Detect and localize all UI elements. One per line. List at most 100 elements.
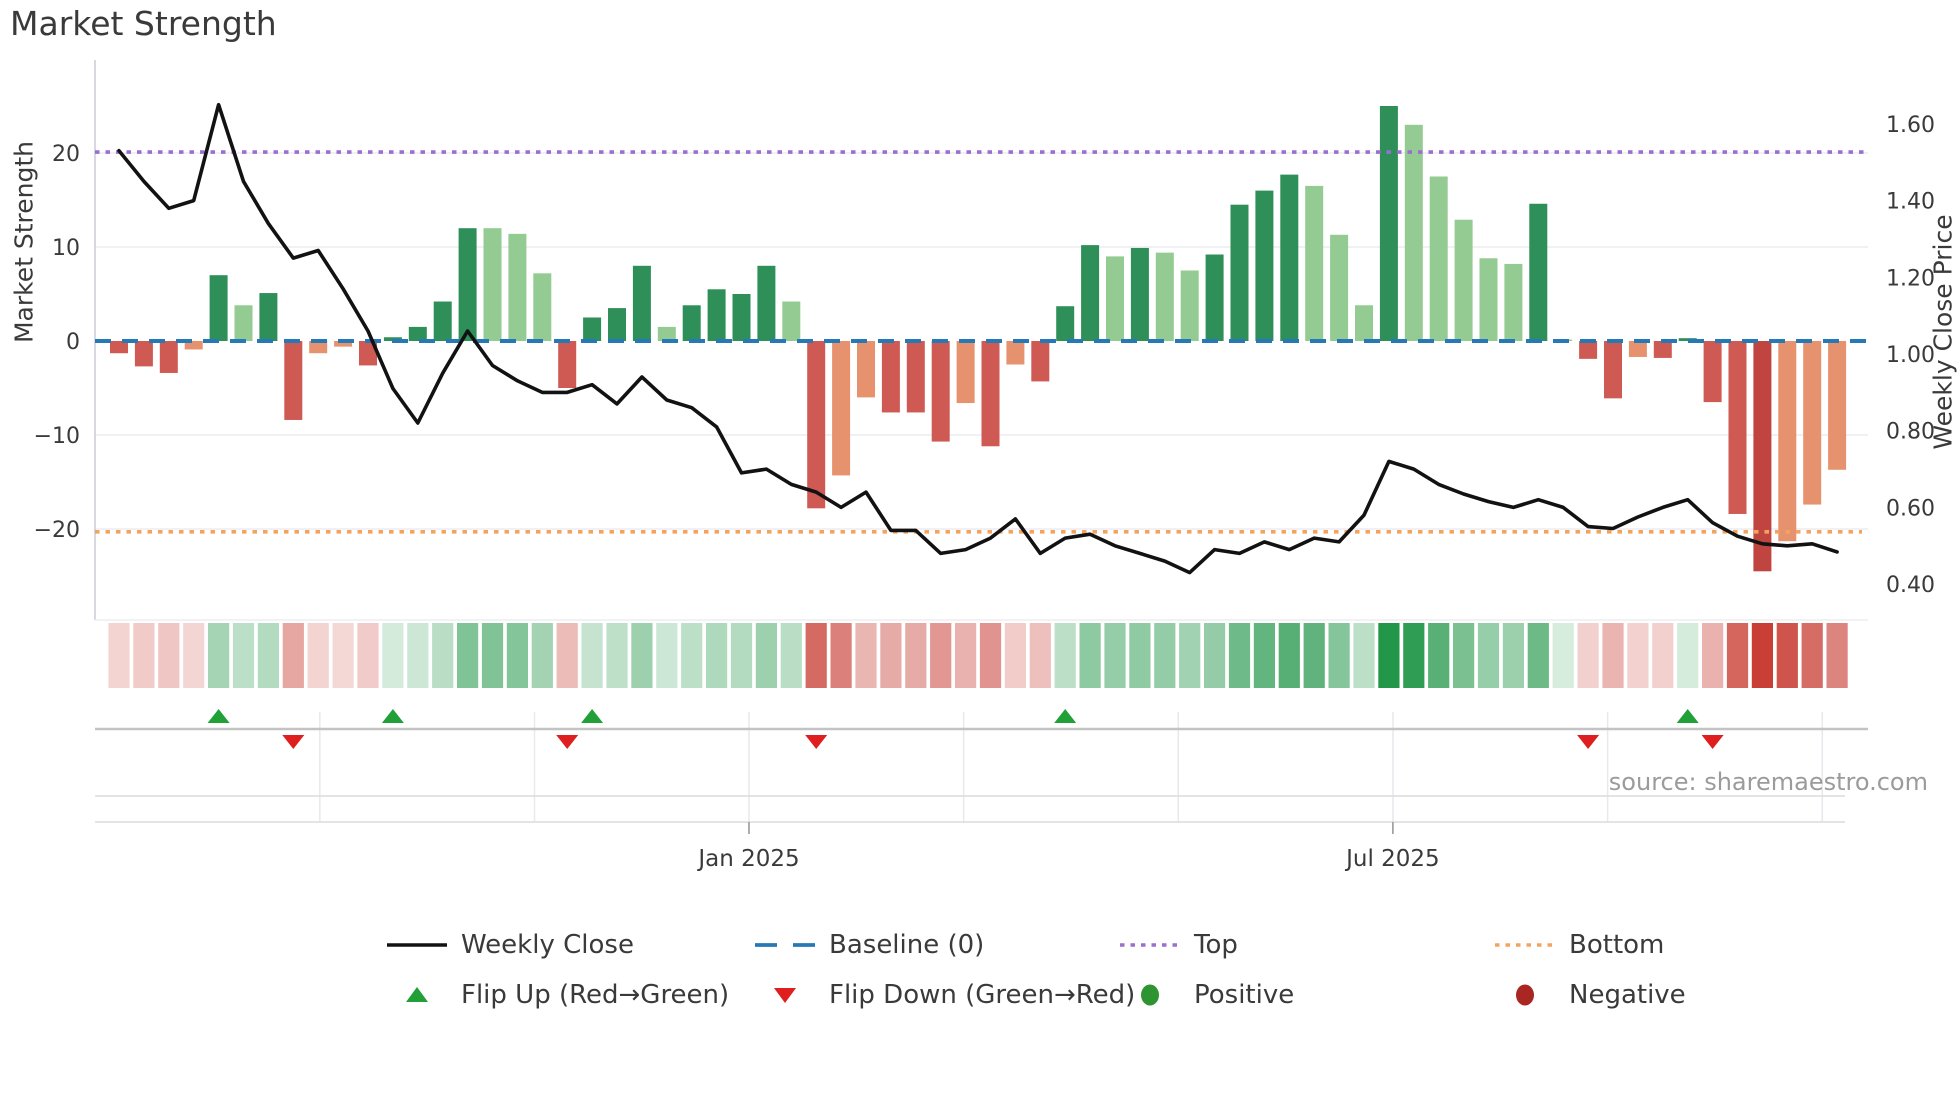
flip-down-marker	[1577, 735, 1600, 749]
right-axis-tick-label: 0.40	[1886, 573, 1935, 598]
weekly-close-line	[117, 102, 1839, 575]
strength-bar	[1081, 245, 1100, 341]
strength-bar	[1728, 341, 1747, 514]
heatmap-cell	[1677, 623, 1699, 688]
strength-bar	[1429, 176, 1448, 341]
right-axis-tick-label: 1.60	[1886, 113, 1935, 138]
strength-bar	[608, 308, 626, 341]
strength-bar	[433, 301, 452, 341]
strength-bar	[1006, 341, 1025, 365]
strength-bar	[1379, 106, 1398, 341]
strength-bar	[1628, 341, 1647, 357]
heatmap-cell	[108, 623, 130, 688]
legend-label-positive: Positive	[1194, 980, 1295, 1010]
heatmap-cell	[556, 623, 578, 688]
flip-down-marker	[1701, 735, 1724, 749]
heatmap-cell	[1104, 623, 1126, 688]
strength-bar	[1330, 234, 1349, 341]
right-axis-tick-label: 1.40	[1886, 190, 1935, 215]
heatmap-cell	[1627, 623, 1649, 688]
strength-bar	[732, 294, 751, 341]
strength-bar	[1106, 256, 1124, 341]
strength-bar	[209, 275, 228, 341]
weekly-close-line-icon	[387, 943, 447, 947]
legend-item-flip-down: Flip Down (Green→Red)	[753, 978, 1135, 1012]
heatmap-cell	[855, 623, 877, 688]
strength-bar	[558, 341, 577, 388]
strength-bar	[1130, 247, 1149, 341]
legend-label-baseline: Baseline (0)	[829, 930, 985, 960]
heatmap-cell	[606, 623, 628, 688]
heatmap-cell	[1527, 623, 1549, 688]
chart-title: Market Strength	[10, 4, 277, 43]
heatmap-cell	[656, 623, 678, 688]
strength-bar	[134, 341, 153, 367]
strength-bar	[1454, 219, 1473, 341]
strength-bar	[583, 317, 602, 341]
positive-dot-icon	[1141, 984, 1159, 1006]
heatmap-cell	[1004, 623, 1026, 688]
top-dotted-line-icon	[1120, 943, 1180, 947]
strength-bar	[1355, 305, 1373, 341]
strength-bar	[956, 341, 975, 404]
strength-bar	[508, 233, 527, 341]
heatmap-cell	[1826, 623, 1848, 688]
heatmap-cell	[232, 623, 255, 688]
heatmap-cell	[706, 623, 728, 688]
flip-up-triangle-icon	[406, 987, 428, 1002]
heatmap-cell	[1378, 623, 1400, 688]
strength-bar	[1703, 341, 1722, 403]
heatmap-cell	[1204, 623, 1226, 688]
strength-bar	[1828, 341, 1847, 470]
strength-bar	[110, 341, 128, 354]
heatmap-cell	[531, 623, 553, 688]
heatmap-cell	[955, 623, 977, 688]
strength-bar	[1280, 174, 1299, 341]
flip-down-triangle-icon	[774, 988, 796, 1003]
strength-bar	[1604, 341, 1622, 399]
heatmap-cell	[631, 623, 653, 688]
heatmap-cell	[1154, 623, 1176, 688]
flip-down-marker	[282, 735, 305, 749]
left-axis-tick-label: −20	[34, 518, 80, 543]
heatmap-cell	[357, 623, 379, 688]
heatmap-cell	[457, 623, 479, 688]
left-axis-tick-label: −10	[34, 424, 80, 449]
legend-item-flip-up: Flip Up (Red→Green)	[385, 978, 729, 1012]
strength-bar	[1155, 252, 1174, 341]
legend-label-top: Top	[1194, 930, 1238, 960]
strength-bar	[981, 341, 1000, 447]
heatmap-cell	[1054, 623, 1076, 688]
heatmap-cell	[1577, 623, 1599, 688]
strength-bar	[1180, 270, 1199, 341]
left-axis-tick-label: 0	[66, 330, 80, 355]
heatmap-cell	[979, 623, 1002, 688]
strength-bar	[458, 228, 477, 341]
baseline-dash-icon	[755, 943, 815, 947]
legend-swatch-shape	[406, 987, 428, 1002]
legend-swatch-shape	[1141, 984, 1159, 1006]
legend-item-top: Top	[1118, 928, 1238, 962]
strength-bar	[657, 326, 676, 341]
heatmap-cell	[1328, 623, 1350, 688]
legend-swatch-shape	[1516, 984, 1534, 1006]
flip-up-marker	[207, 709, 230, 723]
strength-bar	[1205, 254, 1224, 341]
heatmap-cell	[755, 623, 777, 688]
heatmap-cell	[133, 623, 155, 688]
x-axis-tick-label: Jan 2025	[696, 846, 799, 872]
heatmap-cell	[1353, 623, 1375, 688]
heatmap-cell	[880, 623, 902, 688]
flip-up-marker	[1676, 709, 1699, 723]
heatmap-cell	[1751, 623, 1773, 688]
source-credit: source: sharemaestro.com	[1608, 768, 1928, 796]
heatmap-cell	[1652, 623, 1674, 688]
strength-bar	[533, 273, 552, 341]
strength-bar	[881, 341, 900, 413]
right-axis-tick-label: 1.20	[1886, 266, 1935, 291]
strength-bar	[707, 289, 726, 341]
strength-bar	[857, 341, 875, 398]
heatmap-cell	[382, 623, 404, 688]
legend-item-bottom: Bottom	[1493, 928, 1664, 962]
strength-bar	[1056, 306, 1075, 341]
